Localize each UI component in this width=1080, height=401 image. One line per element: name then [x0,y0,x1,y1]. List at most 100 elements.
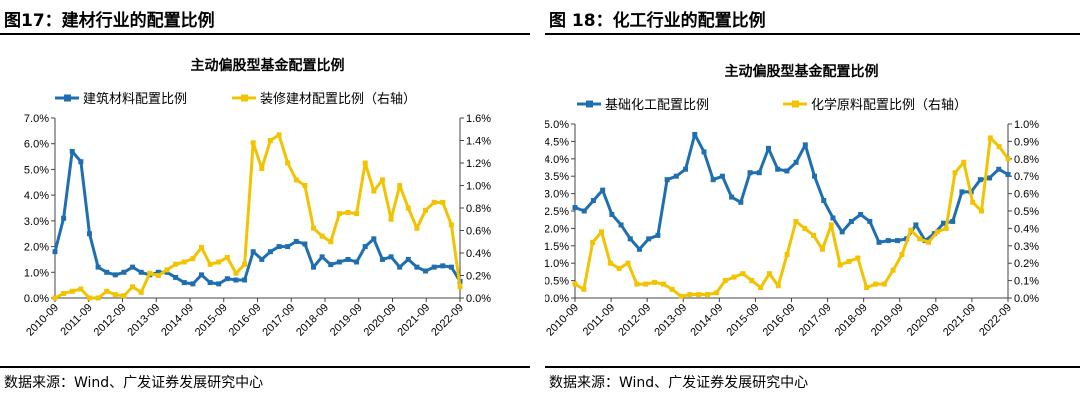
data-point [397,264,403,270]
data-point [802,225,808,231]
right-tick-label: 1.0% [466,181,491,193]
data-point [224,255,230,260]
data-point [839,229,845,235]
data-point [747,170,753,176]
data-point [710,177,716,183]
data-point [941,220,947,226]
figure-panel-right: 图 18：化工行业的配置比例 主动偏股型基金配置比例 基础化工配置比例 化学原料配置… [545,0,1080,401]
chart-title: 主动偏股型基金配置比例 [191,57,345,73]
data-point [652,279,658,285]
data-point [766,271,772,277]
right-tick-label: 0.0% [1014,293,1039,305]
right-tick-label: 0.4% [466,248,491,260]
legend-marker [586,100,593,108]
data-point [696,292,702,298]
title-rule [545,33,1080,35]
data-point [104,269,110,275]
data-point [867,218,873,224]
data-point [894,238,900,244]
legend-label: 基础化工配置比例 [605,97,709,112]
data-point [233,277,239,283]
data-point [130,264,136,270]
data-point [846,258,852,264]
data-point [749,278,755,284]
data-point [572,205,578,211]
left-tick-label: 0.0% [24,293,49,305]
right-tick-label: 1.2% [466,158,491,170]
source-note: 数据来源：Wind、广发证券发展研究中心 [549,375,809,391]
left-tick-label: 0.5% [545,276,569,288]
x-tick-label: 2015-09 [193,302,230,339]
data-point [669,286,675,292]
x-tick-label: 2013-09 [125,302,162,339]
data-point [121,269,127,275]
left-tick-label: 7.0% [24,113,49,125]
data-point [302,183,308,188]
data-point [69,288,75,294]
right-tick-label: 0.0% [466,293,491,305]
right-tick-label: 0.2% [466,271,491,283]
x-tick-label: 2010-09 [545,302,581,339]
data-point [793,218,799,224]
right-tick-label: 0.3% [1014,241,1039,253]
figure-panel-left: 图17：建材行业的配置比例 主动偏股型基金配置比例 建筑材料配置比例 装修建材配置比… [0,0,530,401]
data-point [634,281,640,287]
data-point [112,272,118,278]
data-point [765,145,771,151]
data-point [756,170,762,176]
data-point [104,288,110,294]
data-point [138,269,144,275]
data-point [198,272,204,278]
x-tick-label: 2012-09 [92,302,129,339]
data-point [758,285,764,291]
data-point [86,231,92,237]
data-point [996,166,1002,172]
data-point [627,236,633,242]
data-point [890,267,896,273]
data-point [371,188,377,194]
data-point [216,259,222,265]
data-point [1005,156,1011,162]
data-point [908,227,914,233]
left-tick-label: 3.0% [545,189,569,201]
x-tick-label: 2015-09 [725,302,762,339]
data-point [858,211,864,217]
legend-marker [241,94,248,102]
data-point [440,263,446,269]
data-point [996,144,1002,150]
data-point [837,262,843,268]
data-point [448,222,454,228]
title-rule [0,33,530,35]
data-point [328,262,334,268]
x-tick-label: 2011-09 [581,302,617,338]
chart-title: 主动偏股型基金配置比例 [725,63,879,79]
figure-title: 图17：建材行业的配置比例 [4,11,215,31]
data-point [181,259,187,265]
data-point [885,238,891,244]
right-tick-label: 0.1% [1014,276,1039,288]
data-point [328,239,334,245]
left-tick-label: 6.0% [24,139,49,151]
data-point [722,278,728,284]
series-line-0 [53,149,462,286]
data-point [224,276,230,282]
data-point [713,290,719,296]
data-point [917,236,923,242]
data-point [181,280,187,286]
data-point [775,283,781,289]
data-point [388,216,394,222]
data-point [69,148,75,154]
data-point [319,233,325,239]
data-point [78,159,84,165]
legend-marker [792,100,799,108]
left-tick-label: 5.0% [24,164,49,176]
data-point [319,254,325,260]
data-point [961,159,967,165]
data-point [618,222,624,228]
data-point [431,199,437,205]
data-point [345,256,351,262]
data-point [198,244,204,250]
left-tick-label: 4.0% [545,154,569,166]
data-point [397,183,403,188]
data-point [440,199,446,205]
